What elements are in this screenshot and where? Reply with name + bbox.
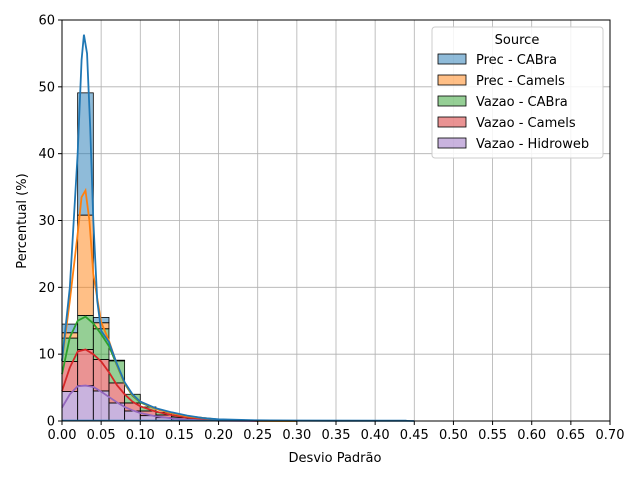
legend-label: Vazao - CABra	[476, 95, 568, 110]
legend-swatch	[437, 137, 467, 149]
x-tick-label: 0.65	[556, 428, 585, 443]
stacked-bars	[61, 92, 204, 422]
x-tick-label: 0.20	[204, 428, 233, 443]
kde-vazao-camels	[61, 348, 297, 422]
x-tick-label: 0.60	[517, 428, 546, 443]
x-tick-label: 0.40	[361, 428, 390, 443]
bar-prec-camels	[108, 359, 126, 362]
x-axis-label: Desvio Padrão	[289, 451, 382, 466]
legend-swatch	[437, 74, 467, 86]
legend-swatch	[437, 95, 467, 107]
y-tick-label: 40	[38, 147, 55, 162]
x-tick-label: 0.00	[48, 428, 77, 443]
legend: Source Prec - CABra Prec - Camels Vazao - …	[431, 26, 604, 159]
legend-title: Source	[495, 33, 540, 48]
y-tick-label: 60	[38, 14, 55, 29]
y-tick-label: 10	[38, 348, 55, 363]
x-tick-label: 0.10	[126, 428, 155, 443]
bar-vazao-camels	[92, 359, 110, 392]
x-tick-label: 0.55	[478, 428, 507, 443]
x-tick-label: 0.15	[165, 428, 194, 443]
y-tick-label: 20	[38, 281, 55, 296]
bar-vazao-hidroweb	[77, 385, 94, 422]
y-axis-label: Percentual (%)	[15, 173, 30, 268]
legend-label: Vazao - Camels	[476, 116, 576, 131]
x-tick-label: 0.70	[596, 428, 625, 443]
x-tick-label: 0.35	[322, 428, 351, 443]
y-tick-label: 30	[38, 214, 55, 229]
legend-swatch	[437, 53, 467, 65]
x-tick-label: 0.45	[400, 428, 429, 443]
tick-labels: 0.00 0.05 0.10 0.15 0.20 0.25 0.30 0.35 0.40 0.45…	[38, 14, 624, 444]
bar-vazao-camels	[77, 349, 94, 386]
kde-vazao-hidroweb	[61, 384, 258, 422]
x-tick-label: 0.50	[439, 428, 468, 443]
x-tick-label: 0.25	[243, 428, 272, 443]
legend-label: Prec - Camels	[476, 74, 565, 89]
legend-frame	[431, 26, 604, 159]
y-tick-label: 0	[47, 415, 55, 430]
y-tick-label: 50	[38, 80, 55, 95]
x-tick-label: 0.05	[87, 428, 116, 443]
legend-label: Prec - CABra	[476, 53, 557, 68]
x-tick-label: 0.30	[282, 428, 311, 443]
legend-label: Vazao - Hidroweb	[476, 137, 589, 152]
legend-swatch	[437, 116, 467, 128]
